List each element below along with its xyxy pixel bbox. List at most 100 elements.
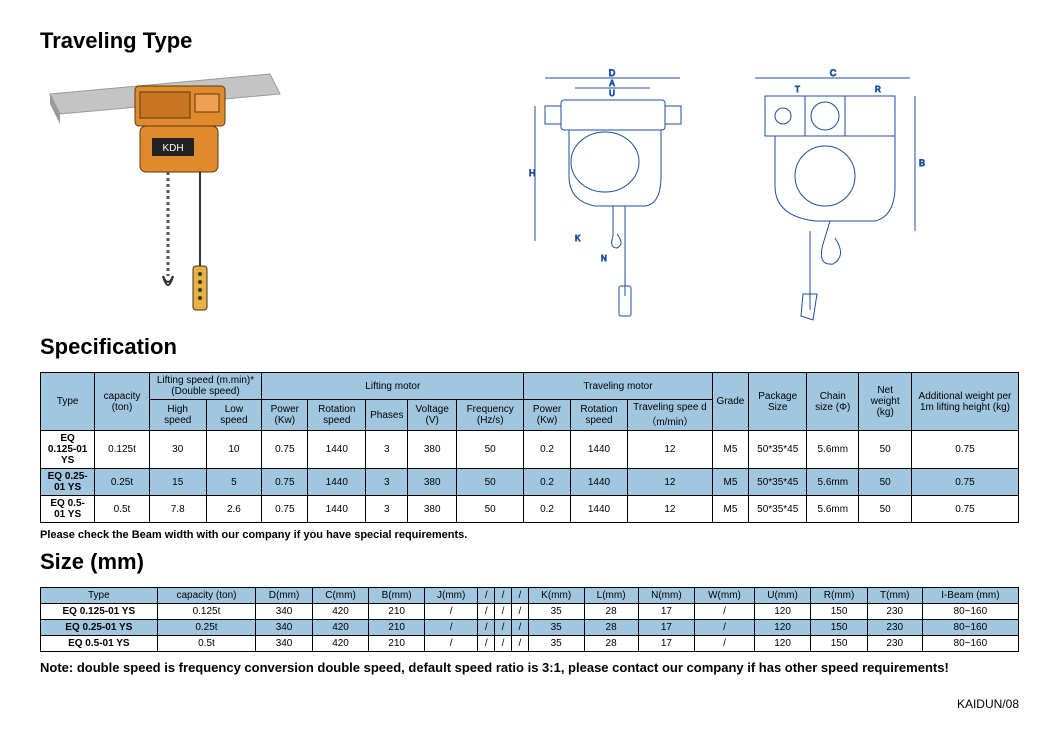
cell-add: 0.75	[911, 496, 1018, 523]
cell-chain: 5.6mm	[807, 469, 859, 496]
hoist-photo: KDH	[40, 66, 360, 326]
cell-s1: /	[478, 636, 495, 652]
cell-B: 210	[369, 604, 425, 620]
cell-cap: 0.5t	[95, 496, 150, 523]
svg-text:N: N	[601, 254, 607, 263]
cell-C: 420	[312, 620, 369, 636]
cell-trot: 1440	[570, 431, 628, 469]
technical-diagrams: D A U H K N C T	[420, 66, 1019, 326]
cell-pkg: 50*35*45	[749, 496, 807, 523]
big-note: Note: double speed is frequency conversi…	[40, 660, 1019, 677]
cell-add: 0.75	[911, 431, 1018, 469]
table-row: EQ 0.25-01 YS0.25t340420210////352817/12…	[41, 620, 1019, 636]
sz-s2: /	[495, 588, 512, 604]
cell-chain: 5.6mm	[807, 496, 859, 523]
cell-R: 150	[811, 620, 868, 636]
table-row: EQ 0.125-01 YS0.125t340420210////352817/…	[41, 604, 1019, 620]
cell-nw: 50	[859, 496, 912, 523]
cell-rot: 1440	[308, 496, 366, 523]
table-row: EQ 0.125-01 YS0.125t30100.7514403380500.…	[41, 431, 1019, 469]
cell-ls: 5	[206, 469, 262, 496]
cell-v: 380	[408, 469, 457, 496]
col-traveling-motor-group: Traveling motor	[524, 373, 712, 400]
top-images-row: KDH D A U	[40, 66, 1019, 326]
cell-cap: 0.25t	[95, 469, 150, 496]
cell-ph: 3	[366, 431, 408, 469]
cell-L: 28	[584, 620, 638, 636]
col-low-speed: Low speed	[206, 400, 262, 431]
title-traveling-type: Traveling Type	[40, 28, 1019, 54]
sz-s1: /	[478, 588, 495, 604]
col-phases: Phases	[366, 400, 408, 431]
cell-s2: /	[495, 620, 512, 636]
cell-grade: M5	[712, 431, 749, 469]
cell-C: 420	[312, 604, 369, 620]
cell-cap: 0.25t	[157, 620, 256, 636]
col-lifting-speed-group: Lifting speed (m.min)* (Double speed)	[149, 373, 261, 400]
cell-J: /	[425, 604, 478, 620]
cell-pkg: 50*35*45	[749, 431, 807, 469]
cell-tpw: 0.2	[524, 431, 570, 469]
cell-pw: 0.75	[262, 496, 308, 523]
cell-rot: 1440	[308, 469, 366, 496]
cell-tspd: 12	[628, 469, 712, 496]
footer-page: KAIDUN/08	[40, 697, 1019, 711]
cell-N: 17	[638, 620, 695, 636]
sz-K: K(mm)	[528, 588, 584, 604]
cell-s1: /	[478, 604, 495, 620]
sz-D: D(mm)	[256, 588, 313, 604]
cell-U: 120	[754, 604, 811, 620]
cell-cap: 0.5t	[157, 636, 256, 652]
cell-add: 0.75	[911, 469, 1018, 496]
sz-capacity: capacity (ton)	[157, 588, 256, 604]
svg-text:D: D	[608, 68, 615, 78]
sz-J: J(mm)	[425, 588, 478, 604]
svg-text:KDH: KDH	[162, 143, 183, 154]
cell-D: 340	[256, 636, 313, 652]
cell-N: 17	[638, 636, 695, 652]
cell-ib: 80~160	[922, 604, 1018, 620]
cell-f: 50	[456, 431, 523, 469]
cell-grade: M5	[712, 469, 749, 496]
cell-T: 230	[867, 604, 922, 620]
cell-type: EQ 0.5-01 YS	[41, 496, 95, 523]
col-rotation: Rotation speed	[308, 400, 366, 431]
cell-pw: 0.75	[262, 431, 308, 469]
cell-s2: /	[495, 636, 512, 652]
cell-T: 230	[867, 636, 922, 652]
cell-tpw: 0.2	[524, 496, 570, 523]
cell-type: EQ 0.125-01 YS	[41, 431, 95, 469]
sz-C: C(mm)	[312, 588, 369, 604]
svg-text:R: R	[875, 85, 881, 94]
col-chain: Chain size (Φ)	[807, 373, 859, 431]
col-tm-rotation: Rotation speed	[570, 400, 628, 431]
cell-grade: M5	[712, 496, 749, 523]
cell-W: /	[695, 604, 755, 620]
cell-J: /	[425, 636, 478, 652]
spec-note: Please check the Beam width with our com…	[40, 529, 1019, 541]
cell-K: 35	[528, 636, 584, 652]
cell-trot: 1440	[570, 469, 628, 496]
sz-U: U(mm)	[754, 588, 811, 604]
cell-chain: 5.6mm	[807, 431, 859, 469]
cell-U: 120	[754, 620, 811, 636]
svg-text:A: A	[609, 79, 615, 88]
col-tm-speed: Traveling spee d（m/min）	[628, 400, 712, 431]
cell-rot: 1440	[308, 431, 366, 469]
cell-U: 120	[754, 636, 811, 652]
col-high-speed: High speed	[149, 400, 206, 431]
col-tm-power: Power (Kw)	[524, 400, 570, 431]
cell-tspd: 12	[628, 496, 712, 523]
specification-table: Type capacity (ton) Lifting speed (m.min…	[40, 372, 1019, 523]
cell-cap: 0.125t	[95, 431, 150, 469]
col-package: Package Size	[749, 373, 807, 431]
sz-type: Type	[41, 588, 158, 604]
cell-ib: 80~160	[922, 636, 1018, 652]
cell-ls: 2.6	[206, 496, 262, 523]
size-table: Type capacity (ton) D(mm) C(mm) B(mm) J(…	[40, 587, 1019, 652]
cell-type: EQ 0.25-01 YS	[41, 469, 95, 496]
cell-ph: 3	[366, 496, 408, 523]
cell-f: 50	[456, 469, 523, 496]
cell-s1: /	[478, 620, 495, 636]
svg-text:H: H	[529, 168, 536, 178]
